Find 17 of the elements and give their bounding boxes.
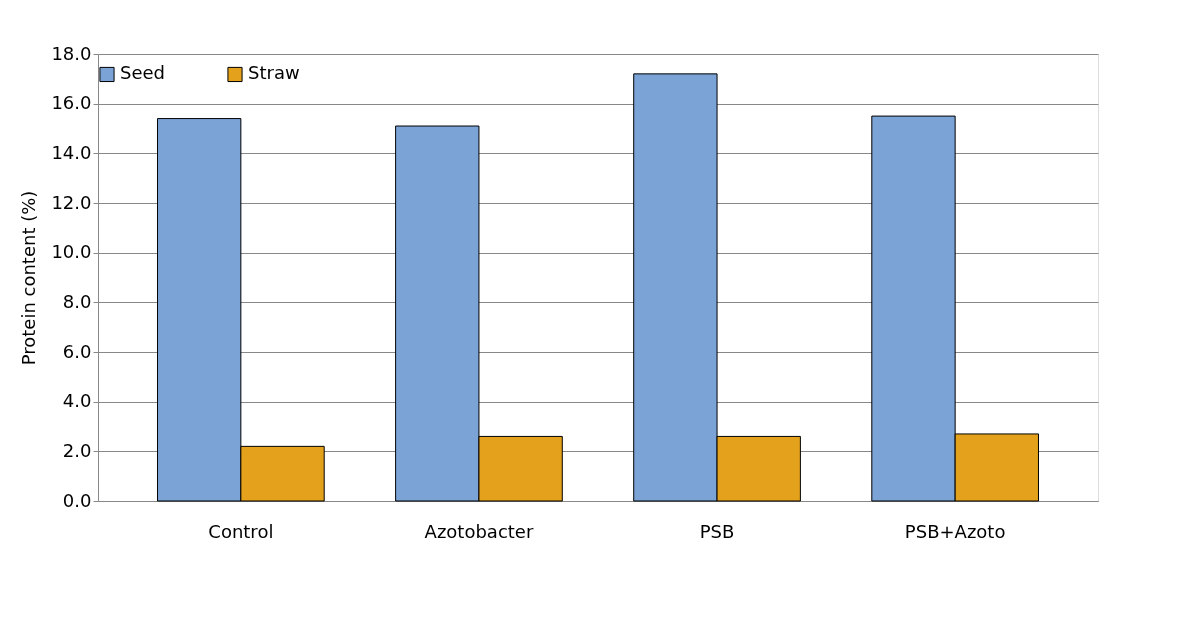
y-tick-label: 16.0 (51, 92, 92, 114)
y-axis-title: Protein content (%) (18, 190, 40, 366)
legend-label: Seed (120, 62, 165, 84)
y-tick-label: 6.0 (62, 340, 92, 362)
y-tick-label: 4.0 (62, 390, 92, 412)
y-tick-label: 10.0 (51, 241, 92, 263)
y-tick-label: 12.0 (51, 191, 92, 213)
y-tick-label: 2.0 (62, 439, 92, 461)
legend-label: Straw (248, 62, 300, 84)
y-tick-label: 18.0 (51, 42, 92, 64)
x-tick-label: Azotobacter (424, 520, 534, 542)
x-tick-label: PSB+Azoto (904, 520, 1006, 542)
x-tick-label: PSB (699, 520, 735, 542)
y-tick-label: 14.0 (51, 141, 92, 163)
x-tick-label: Control (208, 520, 274, 542)
y-tick-label: 0.0 (62, 489, 92, 511)
y-tick-label: 8.0 (62, 290, 92, 312)
